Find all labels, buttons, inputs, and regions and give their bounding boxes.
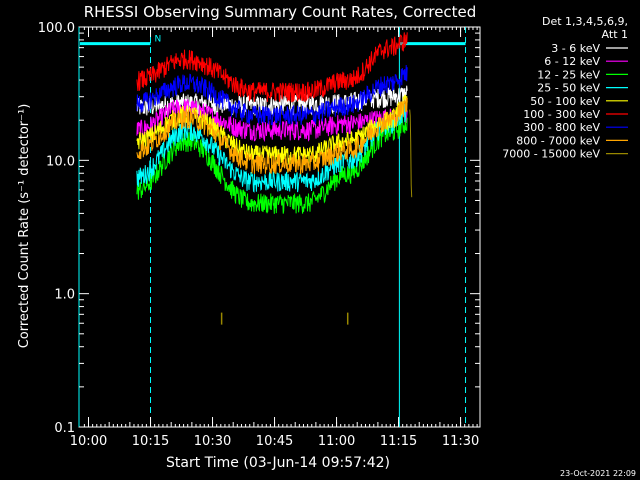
y-tick-label: 1.0 <box>54 288 75 303</box>
legend-label: 50 - 100 keV <box>530 95 600 108</box>
x-axis-label: Start Time (03-Jun-14 09:57:42) <box>166 455 390 471</box>
legend-label: 25 - 50 keV <box>537 82 600 95</box>
footer-date: 23-Oct-2021 22:09 <box>560 469 636 478</box>
x-tick-label: 11:00 <box>318 434 355 449</box>
legend-header-1: Det 1,3,4,5,6,9, <box>542 15 628 28</box>
legend-label: 3 - 6 keV <box>551 42 600 55</box>
series-line <box>136 32 408 103</box>
x-tick-label: 10:45 <box>256 434 293 449</box>
series-line <box>136 99 408 143</box>
legend-label: 800 - 7000 keV <box>516 134 600 147</box>
x-tick-label: 10:30 <box>194 434 231 449</box>
y-axis-label: Corrected Count Rate (s⁻¹ detector⁻¹) <box>17 104 32 349</box>
legend-label: 100 - 300 keV <box>523 108 600 121</box>
x-tick-label: 10:15 <box>132 434 169 449</box>
y-tick-label: 0.1 <box>54 421 75 436</box>
plot-layer: N <box>78 27 467 427</box>
axis-layer: 100.0 10.0 1.0 0.110:00 10:15 10:30 10:45 11:00… <box>38 21 480 449</box>
legend-label: 12 - 25 keV <box>537 68 600 81</box>
series-line <box>136 115 408 215</box>
series-line <box>136 64 408 126</box>
legend-label: 7000 - 15000 keV <box>502 148 600 161</box>
legend-label: 6 - 12 keV <box>544 55 600 68</box>
legend-label: 300 - 800 keV <box>523 121 600 134</box>
series-line <box>409 109 413 198</box>
y-tick-label: 100.0 <box>38 21 75 36</box>
chart-title: RHESSI Observing Summary Count Rates, Co… <box>84 3 477 21</box>
y-tick-label: 10.0 <box>46 154 75 169</box>
legend-header-2: Att 1 <box>602 28 628 41</box>
series-line <box>136 97 408 175</box>
x-tick-label: 11:30 <box>442 434 479 449</box>
x-tick-label: 10:00 <box>70 434 107 449</box>
x-tick-label: 11:15 <box>380 434 417 449</box>
attenuator-label: N <box>155 35 162 45</box>
